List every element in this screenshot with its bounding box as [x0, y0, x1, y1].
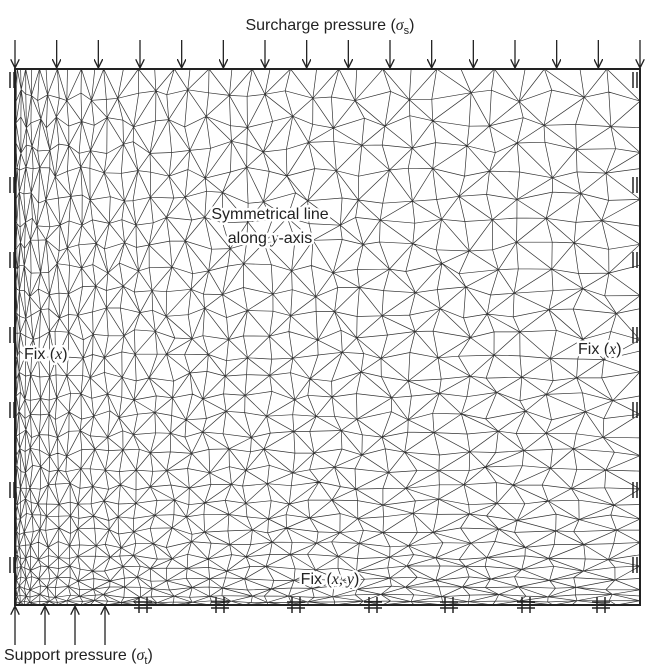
- label-text: Fix (: [578, 341, 610, 358]
- mesh: [15, 69, 640, 605]
- label-text: Surcharge pressure (: [245, 17, 396, 34]
- diagram: Surcharge pressure (σs) Symmetrical line…: [0, 0, 645, 668]
- label-text: ): [62, 346, 67, 363]
- boundary-conditions: [10, 40, 640, 645]
- label-text: Support pressure (: [4, 647, 137, 664]
- label-italic: x: [608, 341, 616, 358]
- label-text: Fix (: [301, 571, 333, 588]
- symmetry-label: along y-axis: [228, 230, 312, 247]
- fix-left-label: Fix (x): [24, 346, 68, 363]
- surcharge-label: Surcharge pressure (σs): [245, 17, 414, 37]
- fix-right-label: Fix (x): [578, 341, 622, 358]
- label-text: ): [354, 571, 359, 588]
- label-italic: x, y: [331, 571, 355, 588]
- label-text: ): [616, 341, 621, 358]
- mesh-lines: [15, 69, 640, 605]
- label-text: along: [228, 230, 272, 247]
- fix-bottom-label: Fix (x, y): [301, 571, 360, 588]
- label-text: ): [409, 17, 414, 34]
- label-italic: x: [54, 346, 62, 363]
- label-text: -axis: [278, 230, 312, 247]
- label-text: Fix (: [24, 346, 56, 363]
- label-text: ): [147, 647, 152, 664]
- support-label: Support pressure (σt): [4, 647, 153, 667]
- symmetry-label: Symmetrical line: [211, 206, 328, 223]
